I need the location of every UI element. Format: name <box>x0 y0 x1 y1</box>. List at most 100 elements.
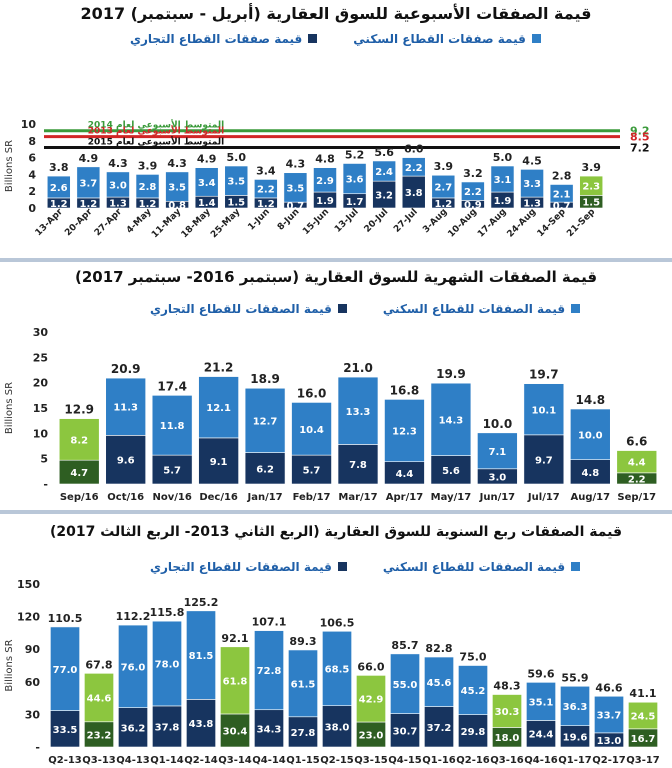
value-label-residential: 3.7 <box>80 178 98 189</box>
value-label-residential: 2.2 <box>257 185 275 196</box>
bar-residential <box>523 383 565 436</box>
bar-residential <box>384 399 425 463</box>
bar-residential <box>372 160 396 182</box>
total-label: 6.0 <box>404 143 424 156</box>
x-tick-label: Q3-16 <box>490 755 524 766</box>
value-label-residential: 42.9 <box>359 695 384 706</box>
reference-line-value: 7.2 <box>630 142 650 155</box>
bar-residential <box>186 610 216 700</box>
value-label-residential: 10.0 <box>578 430 603 441</box>
value-label-commercial: 1.3 <box>523 199 541 210</box>
bar-residential <box>313 167 337 193</box>
value-label-residential: 61.8 <box>223 676 248 687</box>
x-tick-label: Q2-17 <box>592 755 626 766</box>
value-label-residential: 24.5 <box>631 712 656 723</box>
bar-commercial <box>337 444 379 485</box>
value-label-commercial: 23.2 <box>87 730 112 741</box>
value-label-commercial: 34.3 <box>257 724 282 735</box>
bar-residential <box>424 656 454 707</box>
value-label-commercial: 30.7 <box>393 726 418 737</box>
total-label: 3.2 <box>463 167 483 180</box>
bar-residential <box>254 179 278 199</box>
y-tick-label: 20 <box>33 377 49 390</box>
value-label-commercial: 27.8 <box>291 728 316 739</box>
total-label: 3.4 <box>256 164 276 177</box>
value-label-commercial: 0.7 <box>287 201 305 212</box>
legend-residential-swatch <box>571 304 581 313</box>
y-axis-label: Billions SR <box>4 639 15 691</box>
quarterly-panel: قيمة الصفقات ربع السنوية للسوق العقارية … <box>0 514 672 768</box>
legend-commercial: قيمة الصفقات للقطاع التجاري <box>150 560 347 574</box>
bar-residential <box>342 163 367 195</box>
value-label-commercial: 23.0 <box>359 731 384 742</box>
x-tick-label: Apr/17 <box>386 492 423 503</box>
quarterly-title: قيمة الصفقات ربع السنوية للسوق العقارية … <box>49 524 622 540</box>
total-label: 4.3 <box>108 157 128 170</box>
total-label: 16.8 <box>390 383 420 397</box>
bar-residential <box>135 174 160 199</box>
value-label-commercial: 16.7 <box>631 734 656 745</box>
reference-line-label: المتوسط الأسبوعي لعام 2013 <box>88 125 224 137</box>
reference-line-value: 9.2 <box>630 125 650 138</box>
bar-residential <box>560 685 590 727</box>
total-label: 12.9 <box>64 403 94 417</box>
x-tick-label: Q3-14 <box>218 755 252 766</box>
bar-commercial <box>288 716 318 748</box>
y-tick-label: 15 <box>33 402 48 415</box>
bar-residential <box>288 649 318 718</box>
x-tick-label: 20-Jul <box>363 207 391 235</box>
y-tick-label: 0 <box>28 202 36 215</box>
x-tick-label: Q2-13 <box>48 755 82 766</box>
quarterly-chart: Billions SR - 30 60 90 120 150 33.5 77.0 110.5 Q2-… <box>4 578 660 766</box>
value-label-residential: 76.0 <box>121 662 146 673</box>
monthly-chart: Billions SR - 5 10 15 20 25 30 4.7 8.2 12.9 Sep/16 9… <box>4 326 658 503</box>
value-label-residential: 45.6 <box>427 678 452 689</box>
value-label-residential: 3.3 <box>523 179 541 190</box>
bar-commercial <box>322 705 352 748</box>
value-label-commercial: 33.5 <box>53 725 78 736</box>
value-label-commercial: 1.2 <box>50 199 68 210</box>
bar-residential <box>46 175 71 199</box>
y-tick-label: 30 <box>33 326 49 339</box>
value-label-commercial: 1.9 <box>494 196 512 207</box>
value-label-residential: 45.2 <box>461 686 486 697</box>
total-label: 4.9 <box>79 152 99 165</box>
value-label-commercial: 19.6 <box>563 732 588 743</box>
value-label-commercial: 43.8 <box>189 719 214 730</box>
value-label-commercial: 3.0 <box>489 472 507 483</box>
value-label-residential: 13.3 <box>346 407 371 418</box>
legend-residential-swatch <box>531 34 541 43</box>
value-label-residential: 4.4 <box>628 458 646 469</box>
value-label-residential: 14.3 <box>439 415 464 426</box>
x-tick-label: Q3-13 <box>82 755 116 766</box>
reference-line-value: 8.5 <box>630 131 650 144</box>
x-tick-label: 3-Aug <box>421 207 449 235</box>
y-tick-label: 6 <box>28 152 36 165</box>
total-label: 19.7 <box>529 368 559 382</box>
total-label: 5.0 <box>227 151 247 164</box>
x-tick-label: 27-Jul <box>392 207 420 235</box>
bar-residential <box>431 174 456 199</box>
x-tick-label: Q4-15 <box>388 755 422 766</box>
bar-residential <box>616 450 658 474</box>
x-tick-label: Q4-13 <box>116 755 150 766</box>
value-label-residential: 3.1 <box>494 175 512 186</box>
bar-residential <box>50 626 80 711</box>
total-label: 92.1 <box>221 632 248 645</box>
bar-commercial <box>50 710 80 748</box>
legend-commercial: قيمة الصفقات للقطاع التجاري <box>150 302 347 316</box>
bar-residential <box>254 630 284 711</box>
bar-residential <box>526 682 556 721</box>
bar-residential <box>76 166 101 199</box>
value-label-commercial: 1.5 <box>582 198 600 209</box>
value-label-residential: 2.8 <box>139 182 157 193</box>
bar-commercial <box>430 455 472 485</box>
value-label-commercial: 37.2 <box>427 723 452 734</box>
x-tick-label: Q1-15 <box>286 755 320 766</box>
value-label-residential: 44.6 <box>87 694 112 705</box>
x-tick-label: Jun/17 <box>479 492 516 503</box>
x-tick-label: Mar/17 <box>338 492 377 503</box>
total-label: 2.8 <box>552 169 572 182</box>
legend-residential: قيمة الصفقات للقطاع السكني <box>383 560 581 574</box>
bar-residential <box>244 387 286 453</box>
